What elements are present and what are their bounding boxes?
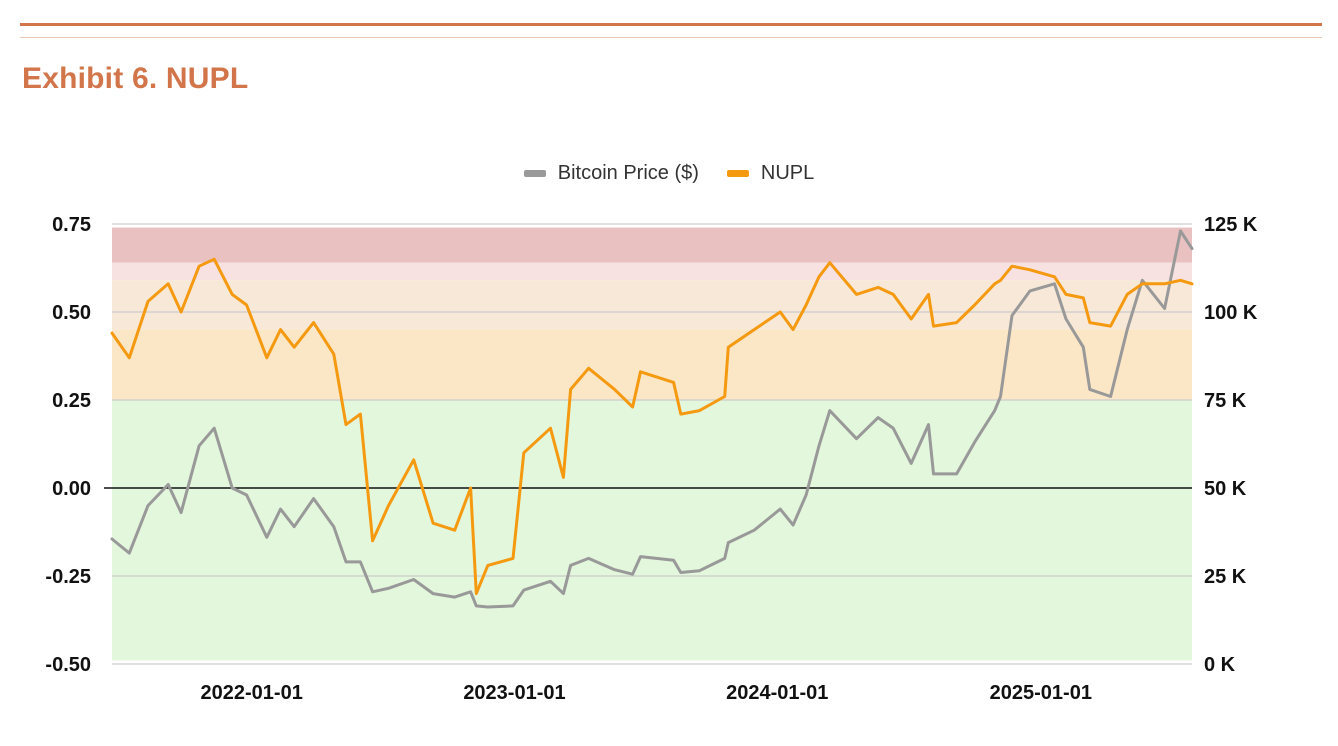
- chart-legend: Bitcoin Price ($) NUPL: [0, 162, 1338, 185]
- legend-item-price[interactable]: Bitcoin Price ($): [523, 162, 699, 185]
- nupl-line: [110, 257, 1194, 596]
- right-tick-label: 25 K: [1204, 566, 1247, 588]
- zone-band-euphoria: [112, 227, 1192, 263]
- right-tick-label: 125 K: [1204, 214, 1258, 236]
- x-tick-label: 2023-01-01: [463, 682, 565, 704]
- right-axis: 125 K 100 K 75 K 50 K 25 K 0 K: [1204, 214, 1258, 676]
- right-tick-label: 75 K: [1204, 390, 1247, 412]
- x-tick-label: 2022-01-01: [201, 682, 303, 704]
- legend-label-nupl: NUPL: [760, 162, 815, 184]
- legend-swatch-nupl: [726, 170, 749, 177]
- left-tick-label: -0.50: [45, 654, 91, 676]
- left-tick-label: 0.50: [52, 302, 91, 324]
- left-tick-label: -0.25: [45, 566, 91, 588]
- zone-band-belief: [112, 280, 1192, 330]
- legend-item-nupl[interactable]: NUPL: [726, 162, 815, 185]
- zone-band-optimism: [112, 329, 1192, 400]
- header-accent-rule: [20, 23, 1322, 26]
- x-axis: 2022-01-01 2023-01-01 2024-01-01 2025-01-01: [201, 682, 1092, 704]
- left-tick-label: 0.25: [52, 390, 91, 412]
- legend-swatch-price: [523, 170, 546, 177]
- series-lines: [110, 229, 1194, 609]
- right-tick-label: 0 K: [1204, 654, 1236, 676]
- zone-bands: [112, 227, 1192, 661]
- x-tick-label: 2025-01-01: [990, 682, 1092, 704]
- left-tick-label: 0.75: [52, 214, 91, 236]
- zone-band-belief-upper: [112, 262, 1192, 281]
- right-tick-label: 50 K: [1204, 478, 1247, 500]
- price-line: [110, 229, 1194, 609]
- right-tick-label: 100 K: [1204, 302, 1258, 324]
- x-tick-label: 2024-01-01: [726, 682, 828, 704]
- gridlines: [104, 223, 1192, 665]
- left-tick-label: 0.00: [52, 478, 91, 500]
- legend-label-price: Bitcoin Price ($): [557, 162, 699, 184]
- exhibit-title: Exhibit 6. NUPL: [22, 62, 249, 95]
- header-thin-rule: [20, 37, 1322, 38]
- left-axis: 0.75 0.50 0.25 0.00 -0.25 -0.50: [45, 214, 91, 676]
- zone-band-hope: [112, 400, 1192, 661]
